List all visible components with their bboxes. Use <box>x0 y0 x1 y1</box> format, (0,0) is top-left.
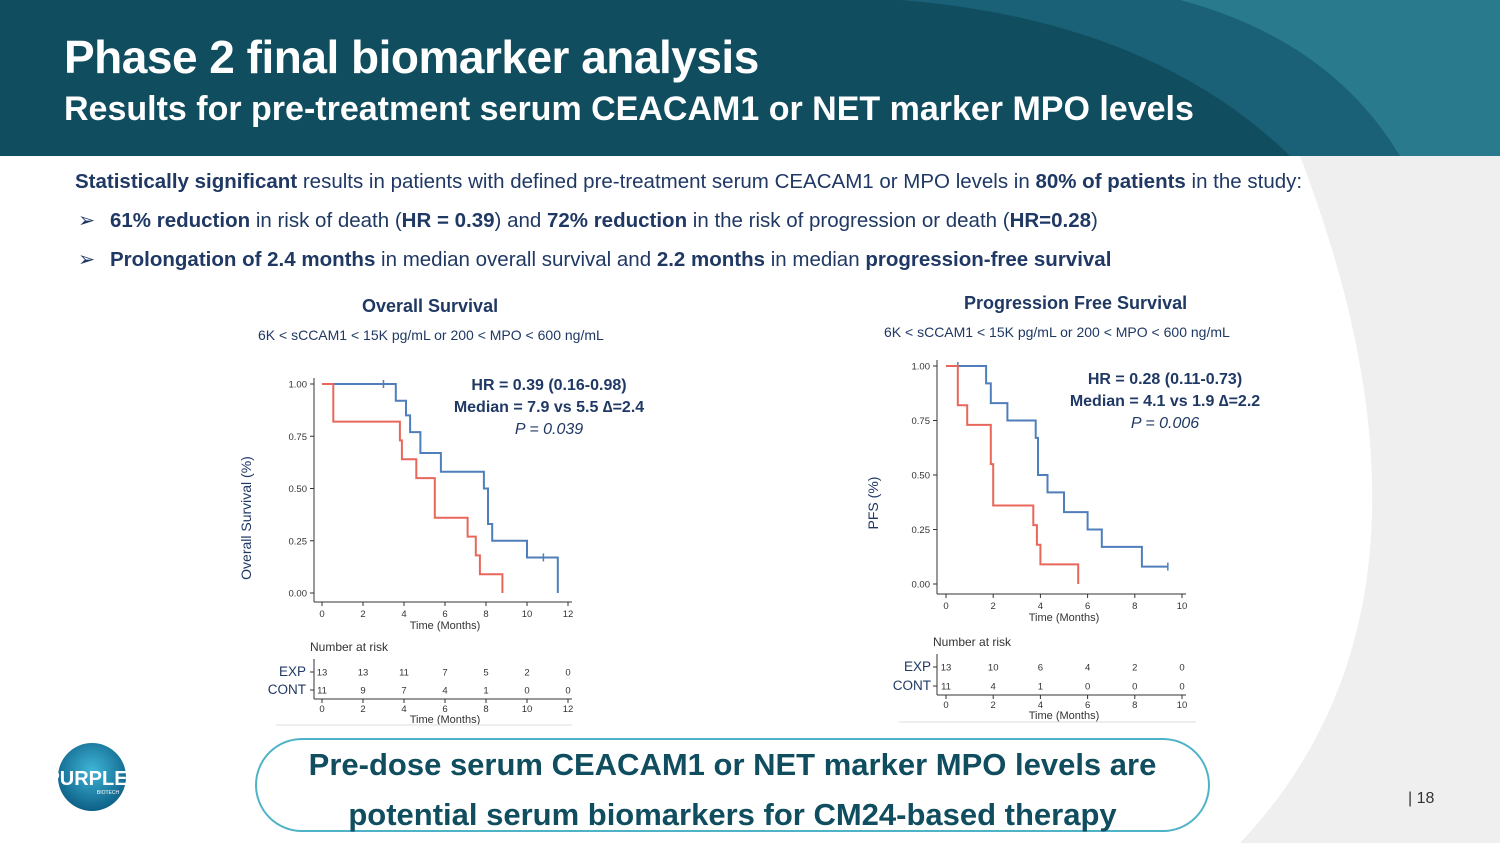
pfs-chart-title: Progression Free Survival <box>964 293 1188 313</box>
bullet-bold: HR = 0.39 <box>401 209 495 232</box>
header-wave <box>900 0 1500 156</box>
bullet-bold: HR=0.28 <box>1009 209 1092 232</box>
pfs-median-label: Median = 4.1 vs 1.9 ∆=2.2 <box>1069 393 1261 410</box>
logo-subtext: BIOTECH <box>97 790 120 796</box>
bullet-text: in median <box>765 248 866 271</box>
bullet-bold: 72% reduction <box>546 209 688 232</box>
os-p-value: P = 0.039 <box>514 421 584 438</box>
header-banner: Phase 2 final biomarker analysis Results… <box>0 0 1500 156</box>
callout-line-1: Pre-dose serum CEACAM1 or NET marker MPO… <box>308 747 1157 782</box>
conclusion-callout: Pre-dose serum CEACAM1 or NET marker MPO… <box>255 738 1210 832</box>
os-chart-subtitle: 6K < sCCAM1 < 15K pg/mL or 200 < MPO < 6… <box>258 327 604 343</box>
intro-text: Statistically significant results in pat… <box>75 170 1302 194</box>
bullet-bold: Prolongation of 2.4 months <box>110 248 376 271</box>
pfs-p-value: P = 0.006 <box>1130 415 1200 432</box>
bullet-text: ) <box>1091 209 1098 232</box>
bullet-text: in the risk of progression or death ( <box>687 209 1010 232</box>
arrow-bullet-icon: ➢ <box>78 248 96 271</box>
callout-line-2: potential serum biomarkers for CM24-base… <box>348 797 1117 832</box>
page-number: | 18 <box>1408 790 1435 807</box>
bullet-bold: 61% reduction <box>110 209 251 232</box>
bullet-item-2: ➢ Prolongation of 2.4 months in median ov… <box>78 247 1111 272</box>
pfs-annotation: HR = 0.28 (0.11-0.73) Median = 4.1 vs 1.… <box>1055 369 1275 435</box>
intro-bold-2: 80% of patients <box>1035 170 1186 193</box>
purple-biotech-logo: PURPLE BIOTECH <box>46 743 128 811</box>
pfs-chart-subtitle: 6K < sCCAM1 < 15K pg/mL or 200 < MPO < 6… <box>884 324 1230 340</box>
os-hr-label: HR = 0.39 (0.16-0.98) <box>471 377 627 394</box>
bullet-text: in risk of death ( <box>250 209 402 232</box>
os-chart-title: Overall Survival <box>362 296 499 316</box>
intro-text-1: results in patients with defined pre-tre… <box>297 170 1036 193</box>
page-subtitle: Results for pre-treatment serum CEACAM1 … <box>64 90 1194 128</box>
page-title: Phase 2 final biomarker analysis <box>64 31 759 83</box>
bullet-text: in median overall survival and <box>375 248 657 271</box>
os-median-label: Median = 7.9 vs 5.5 ∆=2.4 <box>453 399 645 416</box>
os-annotation: HR = 0.39 (0.16-0.98) Median = 7.9 vs 5.… <box>438 375 660 441</box>
pfs-hr-label: HR = 0.28 (0.11-0.73) <box>1087 371 1243 388</box>
bullet-bold: progression-free survival <box>865 248 1112 271</box>
bullet-bold: 2.2 months <box>656 248 766 271</box>
logo-text: PURPLE <box>46 768 127 790</box>
arrow-bullet-icon: ➢ <box>78 209 96 232</box>
intro-text-2: in the study: <box>1185 170 1303 193</box>
intro-bold-1: Statistically significant <box>75 170 298 193</box>
bullet-text: ) and <box>494 209 547 232</box>
bullet-item-1: ➢ 61% reduction in risk of death (HR = 0.… <box>78 208 1098 233</box>
